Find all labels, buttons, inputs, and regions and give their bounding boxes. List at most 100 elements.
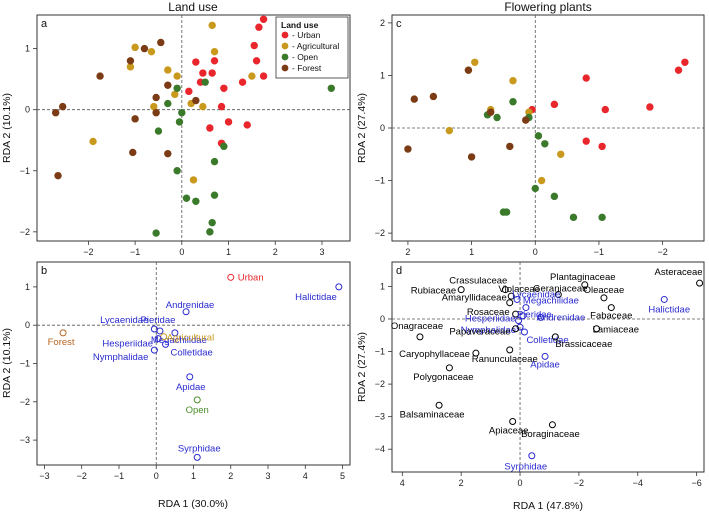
label-pieridae: Pieridae <box>517 310 552 321</box>
point-agricultural <box>248 72 256 80</box>
label-ranunculaceae: Ranunculaceae <box>472 354 538 365</box>
point-open <box>534 132 543 140</box>
point-urban <box>252 57 261 65</box>
label-pieridae: Pieridae <box>141 315 176 326</box>
point-urban <box>217 102 226 111</box>
marker-hesperiidae <box>515 317 523 325</box>
label-fabaceae: Fabaceae <box>590 311 632 322</box>
marker-halictidae <box>335 283 343 291</box>
legend: Land use - Urban- Agricultural- Open- Fo… <box>275 16 349 79</box>
panel-d-frame <box>391 261 705 473</box>
point-forest <box>404 145 412 153</box>
point-agricultural <box>509 76 517 85</box>
point-urban <box>646 103 654 111</box>
x-tick-label: −2 <box>83 247 93 257</box>
label-colletidae: Colletidae <box>171 347 213 358</box>
point-urban <box>192 58 200 66</box>
label-violaceae: Violaceae <box>498 284 540 295</box>
label-plantaginaceae: Plantaginaceae <box>550 272 616 283</box>
panel-c-plot: 2 1 0 −1 −2 −2 −1 0 1 2 <box>375 15 704 257</box>
point-forest <box>467 153 476 161</box>
panel-b-letter: b <box>41 265 47 277</box>
y-tick-label: −1 <box>375 347 385 357</box>
y-tick-label: 1 <box>25 44 30 54</box>
y-tick-label: 1 <box>380 281 385 291</box>
point-forest <box>192 96 200 105</box>
marker-hesperiidae <box>154 335 162 343</box>
panel-d-xlabel: RDA 1 (47.8%) <box>513 500 583 512</box>
point-urban <box>224 118 233 126</box>
point-open <box>327 84 336 92</box>
point-agricultural <box>171 90 179 99</box>
x-tick-label: 4 <box>400 478 405 488</box>
point-urban <box>210 57 219 65</box>
label-forest: Forest <box>48 337 75 348</box>
label-agricultural: Agricultural <box>167 333 215 344</box>
point-agricultural <box>173 72 181 80</box>
marker-onagraceae <box>416 333 424 341</box>
label-megachilidae: Megachilidae <box>523 296 579 307</box>
y-tick-label: 0 <box>380 314 385 324</box>
legend-label-0: - Urban <box>292 30 321 40</box>
label-nymphalidae: Nymphalidae <box>93 352 148 363</box>
y-tick-label: −1 <box>375 176 385 186</box>
x-tick-label: −1 <box>594 247 604 257</box>
point-forest <box>54 171 62 180</box>
marker-lycaenidae <box>150 325 158 333</box>
marker-crassulaceae <box>501 286 509 294</box>
marker-asteraceae <box>696 279 704 287</box>
y-tick-label: −3 <box>20 435 30 445</box>
marker-urban <box>227 273 235 281</box>
x-tick-label: 0 <box>518 478 523 488</box>
label-lycaenidae: Lycaenidae <box>100 315 148 326</box>
label-halictidae: Halictidae <box>295 292 337 303</box>
point-open <box>210 157 219 166</box>
point-agricultural <box>557 150 565 158</box>
label-asteraceae: Asteraceae <box>655 267 703 278</box>
marker-fabaceae <box>607 304 615 312</box>
x-tick-label: −1 <box>114 471 124 481</box>
panel-c-title: Flowering plants <box>504 0 591 14</box>
y-tick-label: −3 <box>375 412 385 422</box>
point-open <box>531 184 539 193</box>
point-open <box>509 98 517 106</box>
label-crassulaceae: Crassulaceae <box>449 276 507 287</box>
point-open <box>541 140 549 148</box>
label-rosaceae: Rosaceae <box>467 307 510 318</box>
marker-amaryllidaceae <box>506 299 514 307</box>
point-agricultural <box>525 108 533 116</box>
x-tick-label: 4 <box>303 471 308 481</box>
label-onagraceae: Onagraceae <box>391 321 443 332</box>
marker-colletidae <box>520 328 528 336</box>
legend-title: Land use <box>281 20 319 30</box>
y-tick-label: −2 <box>20 397 30 407</box>
panel-a-letter: a <box>41 18 48 30</box>
panel-b-xlabel: RDA 1 (30.0%) <box>158 498 228 510</box>
x-tick-label: −3 <box>39 471 49 481</box>
point-urban <box>259 15 268 23</box>
point-urban <box>220 84 228 92</box>
legend-marker-1 <box>281 42 289 50</box>
panel-c-letter: c <box>396 18 402 30</box>
label-lamiaceae: Lamiaceae <box>593 325 639 336</box>
point-forest <box>164 149 172 158</box>
point-forest <box>486 108 495 116</box>
panel-b-plot: −3 −2 −1 0 1 2 3 4 5 −3 −2 −1 0 1 Urban Halictidae Andre… <box>20 262 350 481</box>
x-tick-label: 2 <box>459 478 464 488</box>
label-hesperiidae: Hesperiidae <box>102 339 153 350</box>
point-urban <box>208 69 216 77</box>
point-open <box>569 213 578 222</box>
y-tick-label: 0 <box>25 105 30 115</box>
x-tick-label: −6 <box>692 478 702 488</box>
marker-violaceae <box>507 292 515 300</box>
label-lycaenidae: Lycaenidae <box>512 289 560 300</box>
legend-marker-3 <box>281 64 289 72</box>
y-tick-label: −1 <box>20 359 30 369</box>
point-open <box>173 167 181 175</box>
marker-syrphidae <box>193 453 201 461</box>
point-urban <box>206 124 214 132</box>
x-tick-label: 0 <box>533 247 538 257</box>
y-tick-label: 1 <box>25 282 30 292</box>
marker-apidae <box>541 352 549 360</box>
